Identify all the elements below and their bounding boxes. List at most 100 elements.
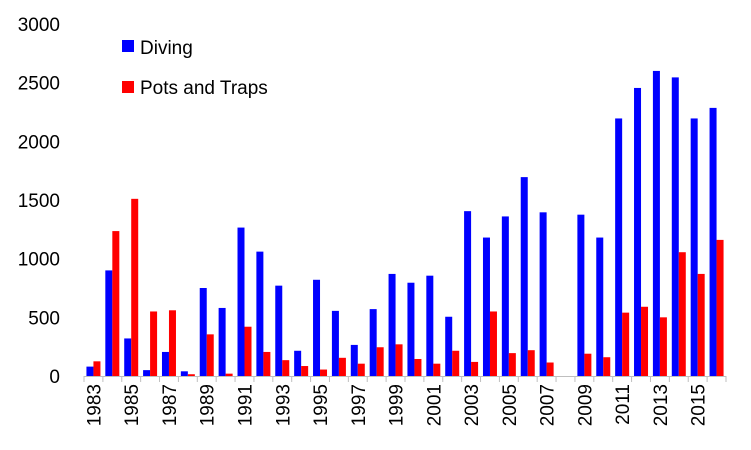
x-tick-label-1999: 1999 — [387, 384, 408, 426]
x-tick-label-1987: 1987 — [160, 384, 181, 426]
bar-diving-2001 — [426, 275, 434, 376]
bar-diving-2010 — [596, 237, 604, 376]
bar-pots-and-traps-2016 — [716, 239, 724, 376]
x-tick-label-1993: 1993 — [273, 384, 294, 426]
bar-pots-and-traps-2006 — [527, 350, 535, 376]
bar-diving-1988 — [180, 371, 188, 376]
bar-pots-and-traps-2000 — [414, 358, 422, 376]
legend-swatch-diving — [122, 40, 134, 52]
bar-diving-2015 — [690, 118, 698, 376]
bar-pots-and-traps-1999 — [395, 344, 403, 376]
bar-pots-and-traps-1983 — [93, 361, 101, 376]
bar-pots-and-traps-2002 — [452, 350, 460, 376]
bar-diving-1984 — [105, 270, 113, 376]
y-tick-label-3000: 3000 — [18, 15, 60, 36]
bar-pots-and-traps-1995 — [320, 369, 328, 376]
bar-pots-and-traps-1989 — [206, 334, 214, 376]
bars — [86, 70, 724, 377]
x-tick-label-1983: 1983 — [84, 384, 105, 426]
bar-diving-2011 — [615, 118, 623, 376]
bar-pots-and-traps-2003 — [471, 361, 479, 376]
x-tick-label-2005: 2005 — [500, 384, 521, 426]
x-tick-label-2015: 2015 — [689, 384, 710, 426]
y-tick-label-1500: 1500 — [18, 191, 60, 212]
bar-diving-1995 — [313, 279, 321, 376]
bar-diving-1998 — [369, 309, 377, 376]
bar-pots-and-traps-1991 — [244, 326, 252, 376]
bar-diving-1993 — [275, 285, 283, 376]
bar-diving-1994 — [294, 350, 302, 376]
bar-pots-and-traps-2015 — [697, 273, 705, 376]
bar-diving-1990 — [218, 307, 226, 376]
bar-pots-and-traps-2009 — [584, 353, 592, 376]
legend-label-diving: Diving — [140, 38, 193, 59]
bar-diving-2007 — [539, 212, 547, 376]
bar-pots-and-traps-2014 — [678, 252, 686, 376]
bar-diving-1996 — [331, 310, 339, 376]
y-tick-label-2500: 2500 — [18, 74, 60, 95]
bar-diving-1989 — [199, 288, 207, 376]
bar-pots-and-traps-2010 — [603, 357, 611, 376]
bar-pots-and-traps-1984 — [112, 231, 120, 376]
bar-diving-1987 — [161, 351, 169, 376]
x-tick-label-2011: 2011 — [613, 384, 634, 425]
x-axis-ticks — [83, 376, 727, 382]
bar-pots-and-traps-1986 — [150, 311, 158, 376]
x-tick-label-1991: 1991 — [236, 384, 257, 426]
bar-pots-and-traps-1990 — [225, 373, 233, 376]
bar-diving-1999 — [388, 273, 396, 376]
x-tick-label-1989: 1989 — [198, 384, 219, 426]
bar-diving-2012 — [634, 87, 642, 376]
bar-diving-2004 — [482, 237, 490, 376]
bar-diving-2005 — [501, 216, 509, 376]
bar-pots-and-traps-1997 — [357, 363, 365, 376]
y-tick-label-0: 0 — [49, 367, 60, 388]
x-axis-labels: 1983 1985 1987 1989 1991 1993 1995 1997 1999 2001… — [84, 384, 709, 426]
y-tick-label-500: 500 — [28, 308, 60, 329]
bar-pots-and-traps-2012 — [641, 306, 649, 376]
bar-pots-and-traps-1996 — [338, 357, 346, 376]
y-tick-label-2000: 2000 — [18, 132, 60, 153]
bar-pots-and-traps-1998 — [376, 347, 384, 376]
x-tick-label-1985: 1985 — [122, 384, 143, 426]
y-tick-label-1000: 1000 — [18, 250, 60, 271]
bar-diving-2003 — [464, 211, 472, 376]
bar-diving-1983 — [86, 366, 94, 376]
bar-pots-and-traps-2007 — [546, 362, 554, 376]
bar-diving-2006 — [520, 177, 528, 376]
x-tick-label-2009: 2009 — [575, 384, 596, 426]
bar-diving-2009 — [577, 214, 585, 376]
bar-diving-2016 — [709, 107, 717, 376]
y-axis-labels: 0 500 1000 1500 2000 2500 3000 — [18, 15, 60, 388]
bar-pots-and-traps-1988 — [187, 374, 195, 376]
x-tick-label-2007: 2007 — [538, 384, 559, 426]
x-tick-label-1997: 1997 — [349, 384, 370, 426]
x-tick-label-2013: 2013 — [651, 384, 672, 426]
bar-pots-and-traps-2013 — [659, 317, 667, 376]
bar-pots-and-traps-1993 — [282, 360, 290, 376]
bar-diving-2014 — [671, 77, 679, 376]
bar-pots-and-traps-2004 — [489, 311, 497, 376]
x-tick-label-1995: 1995 — [311, 384, 332, 426]
bar-diving-1997 — [350, 344, 358, 376]
bar-diving-2013 — [652, 70, 660, 377]
bar-pots-and-traps-1994 — [301, 366, 309, 376]
bar-pots-and-traps-2001 — [433, 363, 441, 376]
bar-diving-2000 — [407, 282, 415, 376]
bar-pots-and-traps-2011 — [622, 312, 630, 376]
bar-pots-and-traps-1987 — [168, 310, 176, 376]
x-tick-label-2003: 2003 — [462, 384, 483, 426]
legend-label-pots-and-traps: Pots and Traps — [140, 78, 268, 99]
bar-pots-and-traps-1992 — [263, 351, 271, 376]
bar-pots-and-traps-1985 — [131, 198, 139, 376]
bar-diving-1986 — [143, 370, 151, 376]
legend-swatch-pots-and-traps — [122, 81, 134, 93]
bar-diving-1992 — [256, 251, 264, 376]
bar-pots-and-traps-2005 — [508, 353, 516, 376]
bar-diving-1985 — [124, 338, 132, 376]
bar-diving-1991 — [237, 227, 245, 376]
x-tick-label-2001: 2001 — [424, 384, 445, 426]
bar-diving-2002 — [445, 316, 453, 376]
legend: Diving Pots and Traps — [122, 38, 268, 99]
